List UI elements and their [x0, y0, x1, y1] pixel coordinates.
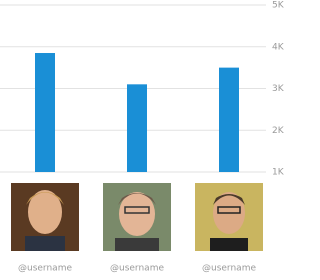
avatar — [103, 183, 171, 251]
x-tick-label: @username — [18, 264, 72, 274]
y-tick-label: 1K — [272, 168, 285, 178]
avatars — [11, 183, 263, 251]
bar — [219, 68, 239, 172]
y-tick-label: 2K — [272, 126, 285, 136]
x-tick-label: @username — [110, 264, 164, 274]
x-tick-label: @username — [202, 264, 256, 274]
y-tick-label: 3K — [272, 84, 285, 94]
chart: 1K 2K 3K 4K 5K @username @username @username — [0, 0, 295, 280]
bar — [127, 84, 147, 172]
avatar — [11, 183, 79, 251]
bar — [35, 53, 55, 172]
y-tick-label: 4K — [272, 42, 285, 52]
y-tick-label: 5K — [272, 1, 285, 11]
avatar — [195, 183, 263, 251]
